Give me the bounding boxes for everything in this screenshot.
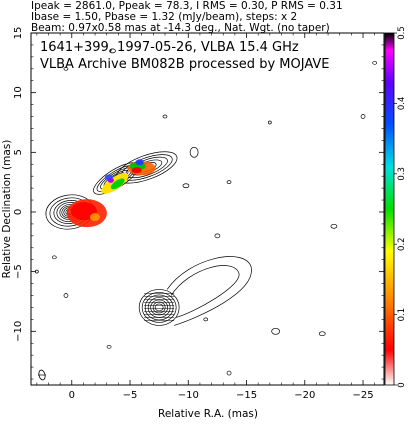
colorbar-tick-label: 0.5 bbox=[397, 26, 407, 40]
lobe-contour bbox=[152, 301, 166, 314]
pol-knot-blue bbox=[135, 159, 144, 166]
noise-contour bbox=[271, 327, 281, 335]
plot-area: 0 −5 −10 −15 −20 −25 −10 −5 0 5 10 15 bbox=[13, 27, 385, 401]
pol-knot-red bbox=[131, 167, 142, 174]
source-annotation-line-1: 1641+399, 1997-05-26, VLBA 15.4 GHz bbox=[40, 40, 299, 55]
pol-jet-purple bbox=[107, 177, 114, 183]
pol-core-orange bbox=[89, 213, 100, 222]
noise-contour bbox=[226, 180, 232, 185]
colorbar-tick-label: 0.4 bbox=[397, 97, 407, 111]
x-tick-label: −20 bbox=[294, 390, 315, 401]
noise-contour bbox=[106, 344, 112, 349]
lobe-extension-contour bbox=[166, 256, 252, 326]
x-tick-label: −5 bbox=[123, 390, 138, 401]
noise-contour bbox=[63, 293, 69, 298]
noise-contour bbox=[63, 66, 69, 71]
colorbar-tick-label: 0.2 bbox=[397, 237, 407, 251]
colorbar-tick-label: 0 bbox=[397, 382, 407, 387]
header-line-3: Beam: 0.97x0.58 mas at -14.3 deg., Nat. … bbox=[31, 22, 330, 34]
y-axis-label: Relative Declination (mas) bbox=[1, 140, 13, 279]
noise-contour bbox=[214, 233, 221, 239]
source-annotation-line-2: VLBA Archive BM082B processed by MOJAVE bbox=[40, 57, 330, 72]
x-tick-label: 0 bbox=[69, 390, 75, 401]
y-tick-label: 10 bbox=[13, 86, 24, 99]
beam-ellipse bbox=[38, 369, 46, 381]
y-tick-label: 0 bbox=[13, 209, 24, 215]
noise-contour bbox=[182, 183, 190, 189]
colorbar-tick-label: 0.1 bbox=[397, 308, 407, 322]
noise-contour bbox=[318, 331, 326, 337]
noise-contour bbox=[372, 60, 378, 65]
x-tick-label: −10 bbox=[178, 390, 199, 401]
lobe-contour bbox=[138, 289, 180, 326]
x-tick-label: −25 bbox=[352, 390, 373, 401]
colorbar-tick-label: 0.3 bbox=[397, 167, 407, 181]
header-line-1: Ipeak = 2861.0, Ppeak = 78.3, I RMS = 0.… bbox=[31, 0, 343, 12]
header-line-2: Ibase = 1.50, Pbase = 1.32 (mJy/beam), s… bbox=[31, 11, 297, 23]
noise-contour bbox=[51, 255, 57, 260]
y-tick-label: 5 bbox=[13, 149, 24, 155]
noise-contour bbox=[267, 120, 272, 125]
pol-jet-green bbox=[110, 178, 125, 190]
polarization-color-map bbox=[66, 159, 156, 228]
y-tick-label: −10 bbox=[13, 321, 24, 342]
colorbar: 0 0.1 0.2 0.3 0.4 0.5 bbox=[384, 26, 407, 388]
noise-contour bbox=[330, 223, 338, 229]
lobe-contour bbox=[154, 303, 164, 312]
noise-contour bbox=[226, 370, 232, 376]
noise-contour bbox=[203, 317, 209, 322]
colorbar-ticks: 0 0.1 0.2 0.3 0.4 0.5 bbox=[394, 26, 407, 388]
noise-contour bbox=[189, 146, 199, 158]
lobe-contour bbox=[141, 292, 177, 323]
noise-contour bbox=[109, 48, 116, 54]
y-tick-label: −5 bbox=[13, 264, 24, 279]
y-tick-label: 15 bbox=[13, 27, 24, 40]
noise-contour bbox=[162, 114, 168, 119]
lobe-contour bbox=[144, 294, 174, 321]
x-tick-label: −15 bbox=[236, 390, 257, 401]
noise-contour bbox=[360, 114, 366, 119]
lobe-contour bbox=[150, 299, 169, 316]
colorbar-gradient bbox=[384, 32, 395, 386]
axis-ticks: 0 −5 −10 −15 −20 −25 −10 −5 0 5 10 15 bbox=[13, 27, 384, 401]
x-axis-label: Relative R.A. (mas) bbox=[158, 408, 258, 420]
lobe-extension-contour bbox=[170, 265, 240, 318]
